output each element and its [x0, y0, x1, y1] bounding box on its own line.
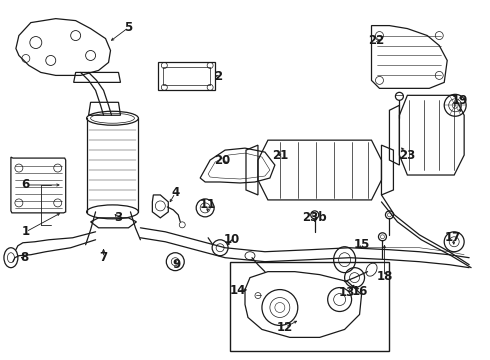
Text: 23: 23 — [399, 149, 416, 162]
Text: 14: 14 — [230, 284, 246, 297]
Text: 18: 18 — [376, 270, 392, 283]
Text: 15: 15 — [353, 238, 370, 251]
Text: 20: 20 — [214, 154, 230, 167]
Text: 7: 7 — [99, 251, 108, 264]
Text: 22: 22 — [368, 34, 385, 47]
Text: 13: 13 — [339, 286, 355, 299]
Text: 23b: 23b — [302, 211, 327, 224]
Text: 19: 19 — [452, 94, 468, 107]
Text: 16: 16 — [351, 285, 368, 298]
Text: 6: 6 — [22, 179, 30, 192]
Text: 21: 21 — [272, 149, 288, 162]
Text: 10: 10 — [224, 233, 240, 246]
Text: 8: 8 — [21, 251, 29, 264]
Text: 17: 17 — [445, 231, 461, 244]
Text: 5: 5 — [124, 21, 133, 34]
Text: 3: 3 — [115, 211, 122, 224]
Text: 9: 9 — [172, 258, 180, 271]
Text: 11: 11 — [200, 198, 216, 211]
Text: 1: 1 — [22, 225, 30, 238]
Text: 12: 12 — [277, 321, 293, 334]
Text: 4: 4 — [171, 186, 179, 199]
Text: 2: 2 — [214, 70, 222, 83]
Bar — [230, 262, 390, 351]
